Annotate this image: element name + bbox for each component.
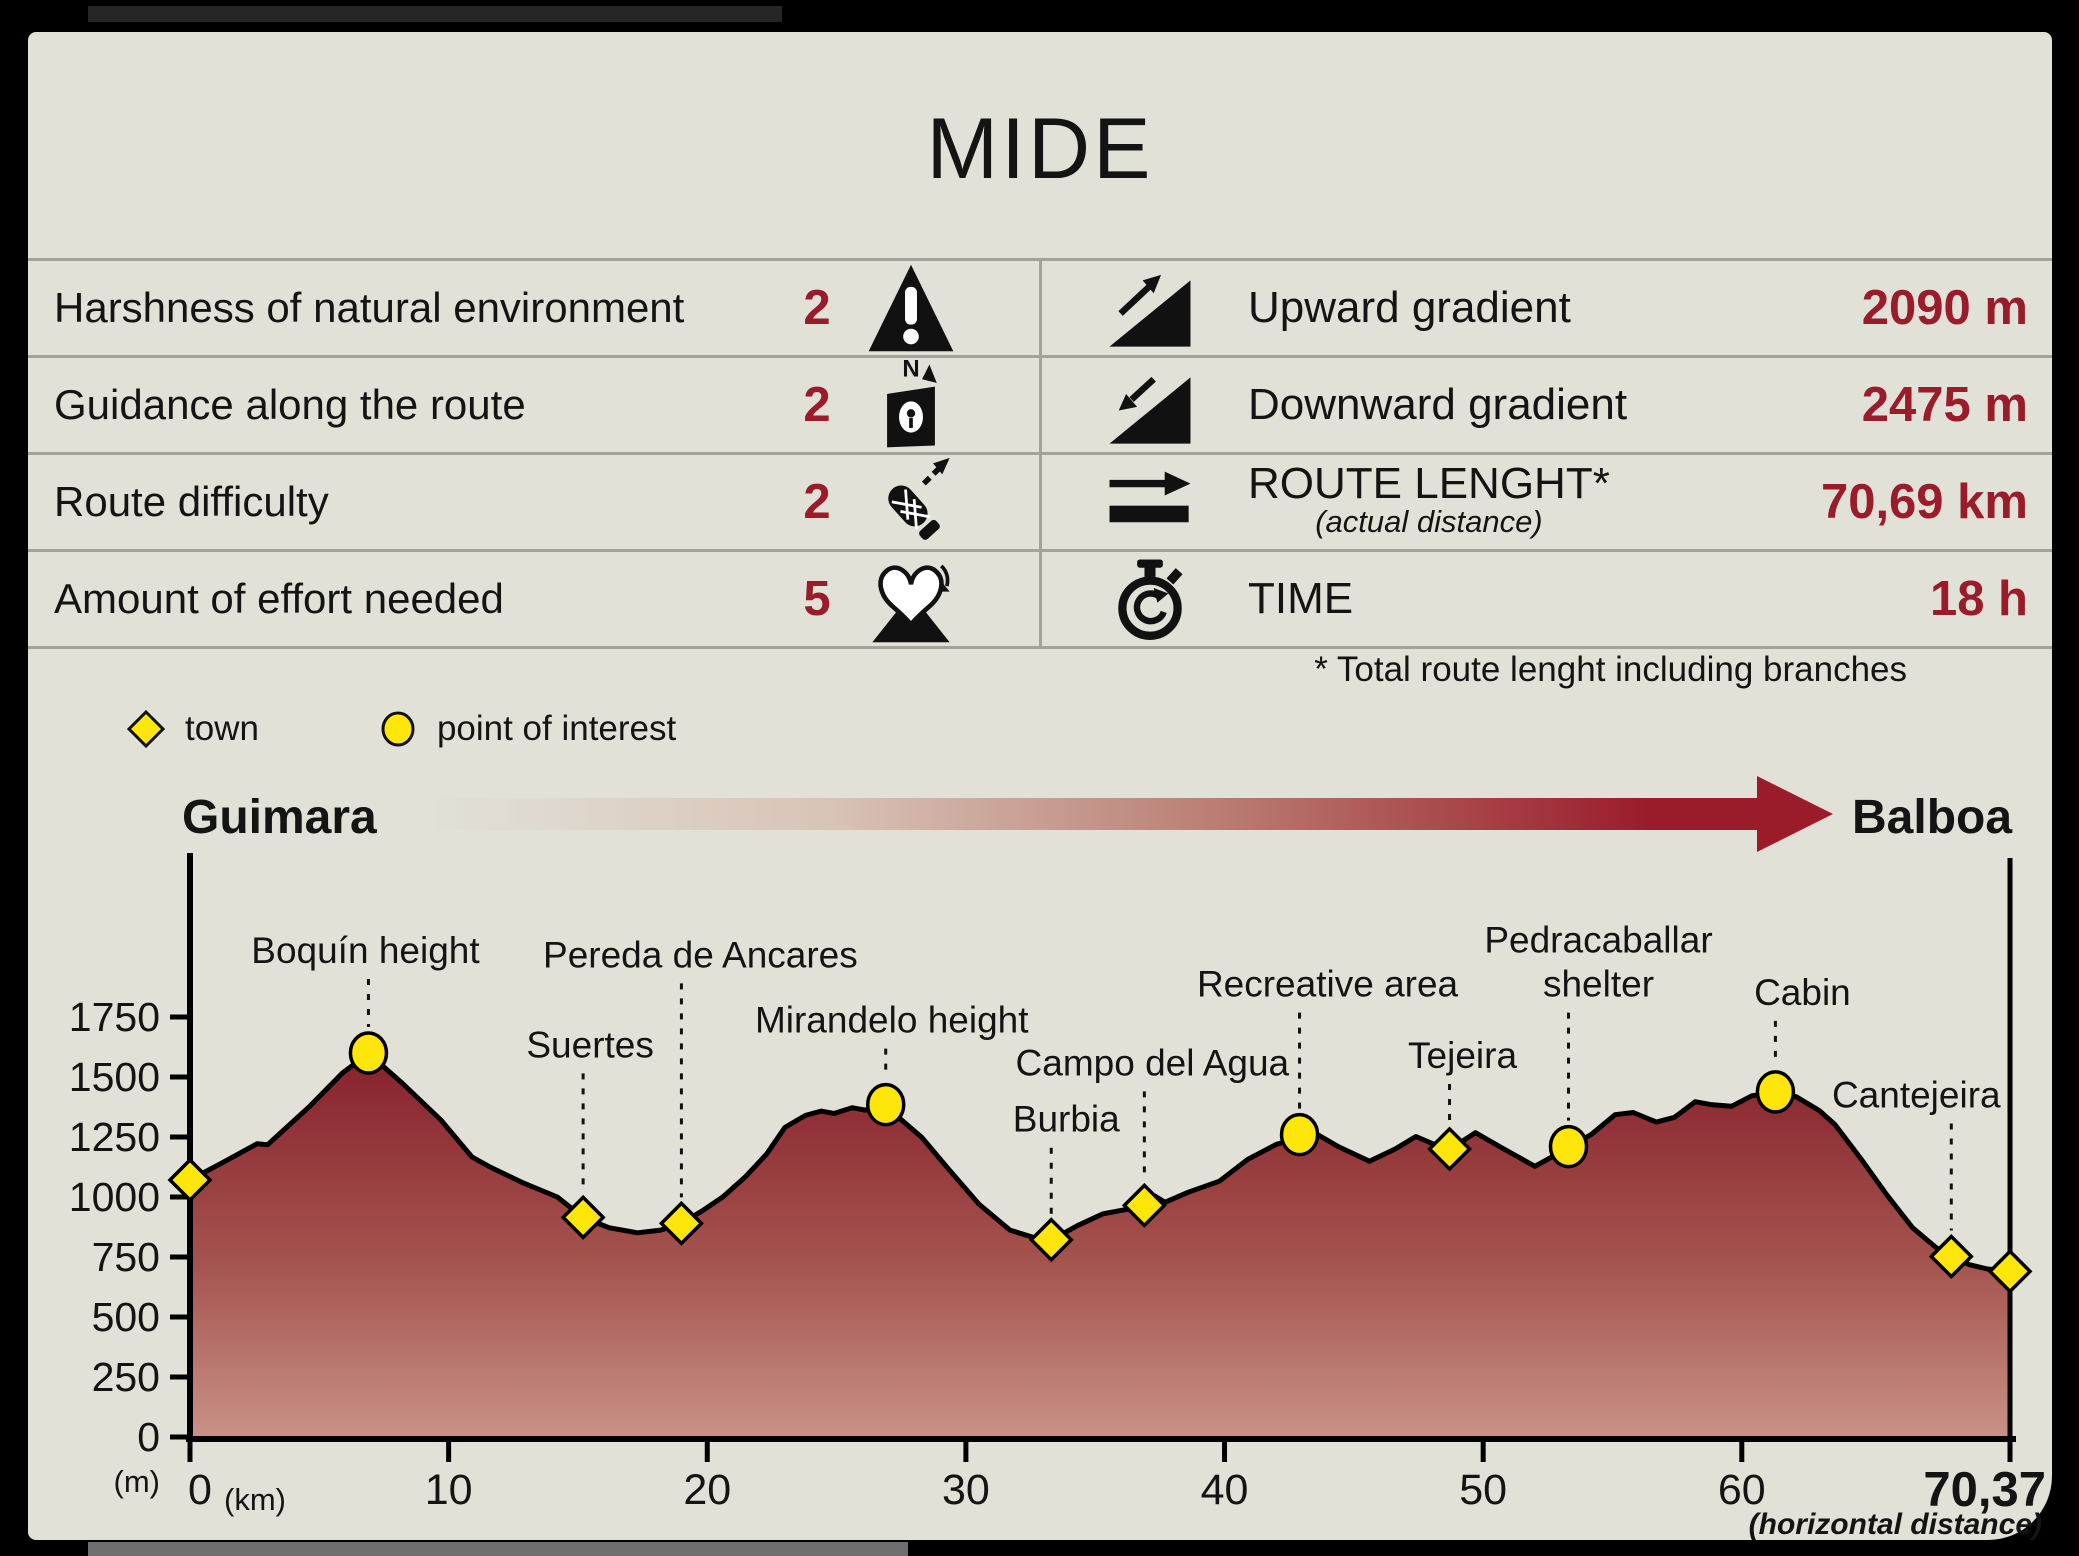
y-tick-label: 1750 bbox=[69, 994, 160, 1040]
y-tick-label: 250 bbox=[92, 1354, 160, 1400]
marker-label: Boquín height bbox=[251, 930, 480, 971]
marker-label: shelter bbox=[1543, 964, 1654, 1005]
upward-gradient-value: 2090 m bbox=[1861, 281, 2028, 335]
route-length-value: 70,69 km bbox=[1820, 475, 2028, 529]
table-row-time: TIME 18 h bbox=[1042, 549, 2052, 646]
town-marker-icon bbox=[1028, 1217, 1074, 1263]
legend-town-label: town bbox=[185, 709, 259, 748]
x-tick-label: 30 bbox=[942, 1466, 990, 1514]
window-chrome-bottom-strip bbox=[88, 1542, 908, 1556]
marker-label: Suertes bbox=[526, 1024, 654, 1065]
marker-label: Burbia bbox=[1013, 1099, 1120, 1140]
table-row-harshness: Harshness of natural environment 2 bbox=[28, 258, 1042, 355]
marker-label: Pedracaballar bbox=[1484, 920, 1712, 961]
legend: town point of interest bbox=[125, 708, 676, 750]
route-length-sublabel: (actual distance) bbox=[1315, 504, 1543, 540]
x-axis-unit: (km) bbox=[224, 1482, 286, 1517]
y-tick-label: 500 bbox=[92, 1294, 160, 1340]
footnote: * Total route lenght including branches bbox=[1314, 650, 1907, 689]
y-tick-label: 0 bbox=[137, 1414, 160, 1460]
row-label: Upward gradient bbox=[1248, 283, 1571, 332]
route-direction-arrow bbox=[432, 798, 1758, 830]
marker-label: Campo del Agua bbox=[1016, 1042, 1290, 1083]
window-chrome-top-strip bbox=[88, 6, 782, 22]
table-row-guidance: Guidance along the route 2 N bbox=[28, 355, 1042, 452]
x-end-label: 70,37 bbox=[1923, 1463, 2046, 1517]
upward-gradient-icon bbox=[1094, 263, 1206, 353]
row-label: Amount of effort needed bbox=[54, 575, 504, 622]
legend-item-town: town bbox=[125, 708, 259, 750]
row-label: Route difficulty bbox=[54, 478, 329, 525]
x-axis-note: (horizontal distance) bbox=[1749, 1508, 2042, 1541]
time-value: 18 h bbox=[1929, 572, 2028, 626]
table-row-downward-gradient: Downward gradient 2475 m bbox=[1042, 355, 2052, 452]
poi-marker-icon bbox=[865, 1082, 906, 1127]
route-start-label: Guimara bbox=[182, 791, 377, 844]
marker-label: Recreative area bbox=[1197, 964, 1459, 1005]
stopwatch-icon bbox=[1094, 554, 1206, 644]
town-marker-icon bbox=[1928, 1234, 1974, 1279]
row-label: Guidance along the route bbox=[54, 381, 526, 428]
x-tick-label: 20 bbox=[683, 1466, 731, 1514]
marker-label: Mirandelo height bbox=[755, 1000, 1029, 1041]
town-marker-icon bbox=[1427, 1126, 1473, 1172]
row-label: TIME bbox=[1248, 574, 1354, 623]
boot-icon bbox=[861, 457, 961, 547]
downward-gradient-icon bbox=[1094, 360, 1206, 450]
difficulty-score: 2 bbox=[803, 475, 831, 529]
route-length-label: ROUTE LENGHT* bbox=[1248, 458, 1610, 508]
town-marker-icon bbox=[560, 1194, 606, 1240]
row-label: Harshness of natural environment bbox=[54, 284, 685, 331]
x-tick-label: 0 bbox=[188, 1466, 212, 1514]
svg-text:N: N bbox=[902, 359, 919, 382]
y-axis-unit: (m) bbox=[114, 1464, 160, 1499]
y-tick-label: 1500 bbox=[69, 1054, 160, 1100]
legend-item-poi: point of interest bbox=[377, 708, 676, 750]
route-end-label: Balboa bbox=[1852, 791, 2013, 844]
table-row-route-length: ROUTE LENGHT* (actual distance) 70,69 km bbox=[1042, 452, 2052, 549]
profile-area bbox=[190, 1053, 2010, 1439]
x-tick-label: 50 bbox=[1459, 1466, 1507, 1514]
mide-rating-table: Harshness of natural environment 2 Upwar… bbox=[28, 258, 2052, 649]
page-title: MIDE bbox=[926, 101, 1154, 197]
town-marker-icon bbox=[1121, 1182, 1167, 1228]
table-row-effort: Amount of effort needed 5 bbox=[28, 549, 1042, 646]
poi-circle-icon bbox=[381, 711, 415, 747]
y-tick-label: 1250 bbox=[69, 1114, 160, 1160]
poi-marker-icon bbox=[348, 1031, 389, 1075]
marker-label: Cabin bbox=[1754, 972, 1851, 1013]
poi-marker-icon bbox=[1548, 1124, 1589, 1169]
route-length-icon bbox=[1094, 457, 1206, 547]
heart-icon bbox=[861, 554, 961, 644]
town-diamond-icon bbox=[126, 709, 166, 749]
poi-marker-icon bbox=[1279, 1112, 1320, 1157]
x-tick-label: 40 bbox=[1201, 1466, 1249, 1514]
compass-icon: N bbox=[861, 359, 961, 450]
x-tick-label: 10 bbox=[425, 1466, 473, 1514]
y-tick-label: 1000 bbox=[69, 1174, 160, 1220]
downward-gradient-value: 2475 m bbox=[1861, 378, 2028, 432]
x-tick-label: 60 bbox=[1718, 1466, 1766, 1514]
row-label: ROUTE LENGHT* (actual distance) bbox=[1248, 458, 1821, 544]
table-row-upward-gradient: Upward gradient 2090 m bbox=[1042, 258, 2052, 355]
marker-label: Pereda de Ancares bbox=[543, 934, 858, 975]
guidance-score: 2 bbox=[803, 378, 831, 432]
warning-mountain-icon bbox=[861, 263, 961, 353]
route-arrow-head-icon bbox=[1757, 776, 1833, 852]
town-marker-icon bbox=[1987, 1248, 2033, 1294]
harshness-score: 2 bbox=[803, 281, 831, 335]
marker-label: Tejeira bbox=[1408, 1035, 1517, 1076]
row-label: Downward gradient bbox=[1248, 380, 1628, 429]
effort-score: 5 bbox=[803, 572, 831, 626]
poi-marker-icon bbox=[1755, 1070, 1796, 1114]
town-marker-icon bbox=[658, 1200, 704, 1246]
marker-label: Cantejeira bbox=[1832, 1075, 2001, 1116]
y-tick-label: 750 bbox=[92, 1234, 160, 1280]
legend-poi-label: point of interest bbox=[436, 709, 677, 748]
table-row-difficulty: Route difficulty 2 bbox=[28, 452, 1042, 549]
town-marker-icon bbox=[167, 1157, 213, 1203]
